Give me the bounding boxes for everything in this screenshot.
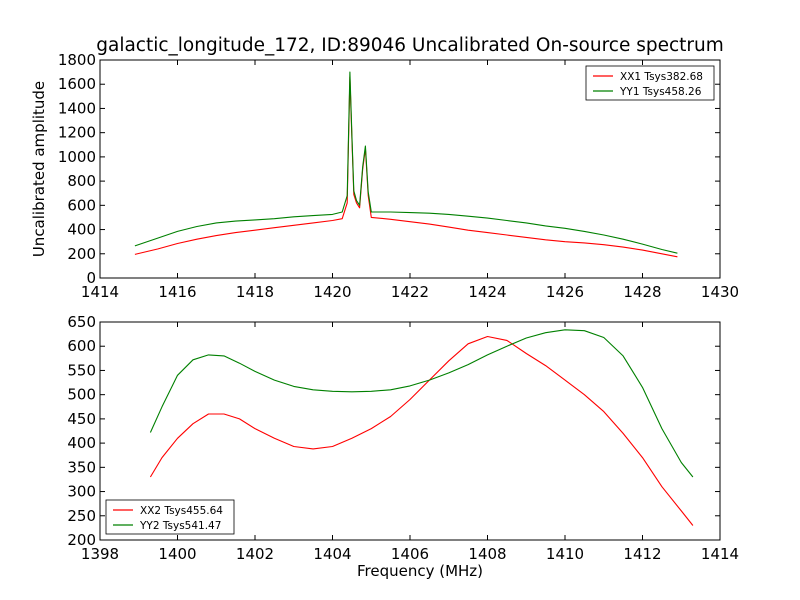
y-tick-label: 800 bbox=[67, 172, 96, 190]
series-line-2 bbox=[149, 329, 694, 478]
y-tick-label: 600 bbox=[67, 196, 96, 214]
x-tick-label: 1420 bbox=[313, 283, 351, 301]
x-tick-label: 1430 bbox=[701, 283, 739, 301]
y-tick-label: 500 bbox=[67, 386, 96, 404]
series-line-1 bbox=[134, 76, 678, 258]
y-tick-label: 400 bbox=[67, 221, 96, 239]
x-tick-label: 1414 bbox=[81, 283, 119, 301]
x-tick-label: 1416 bbox=[158, 283, 196, 301]
x-tick-label: 1406 bbox=[391, 545, 429, 563]
y-tick-label: 1400 bbox=[58, 99, 96, 117]
y-tick-label: 450 bbox=[67, 410, 96, 428]
x-tick-label: 1410 bbox=[546, 545, 584, 563]
x-tick-label: 1418 bbox=[236, 283, 274, 301]
y-tick-label: 1600 bbox=[58, 75, 96, 93]
legend-label: YY1 Tsys458.26 bbox=[619, 86, 702, 98]
y-tick-label: 1200 bbox=[58, 124, 96, 142]
y-tick-label: 1000 bbox=[58, 148, 96, 166]
legend-label: YY2 Tsys541.47 bbox=[139, 520, 221, 532]
x-tick-label: 1426 bbox=[546, 283, 584, 301]
x-tick-label: 1398 bbox=[81, 545, 119, 563]
y-tick-label: 650 bbox=[67, 313, 96, 331]
y-tick-label: 200 bbox=[67, 245, 96, 263]
chart-title: galactic_longitude_172, ID:89046 Uncalib… bbox=[96, 35, 724, 56]
x-tick-label: 1424 bbox=[468, 283, 506, 301]
legend-label: XX2 Tsys455.64 bbox=[140, 505, 223, 517]
x-tick-label: 1400 bbox=[158, 545, 196, 563]
top-plot: 1414 1416 1418 1420 1422 1424 1426 1428 1430 0 200… bbox=[30, 51, 739, 301]
legend-box bbox=[105, 499, 235, 535]
y-tick-label: 250 bbox=[67, 507, 96, 525]
legend-box bbox=[585, 65, 715, 101]
bottom-plot: 1398 1400 1402 1404 1406 1408 1410 1412 1414 200 2… bbox=[67, 313, 739, 580]
legend-label: XX1 Tsys382.68 bbox=[620, 71, 703, 83]
x-tick-label: 1412 bbox=[623, 545, 661, 563]
y-tick-label: 400 bbox=[67, 434, 96, 452]
x-tick-label: 1422 bbox=[391, 283, 429, 301]
series-line-1 bbox=[149, 335, 694, 526]
x-tick-label: 1404 bbox=[313, 545, 351, 563]
y-tick-label: 300 bbox=[67, 483, 96, 501]
x-tick-label: 1428 bbox=[623, 283, 661, 301]
y-tick-label: 350 bbox=[67, 458, 96, 476]
y-tick-label: 0 bbox=[86, 269, 96, 287]
y-tick-label: 200 bbox=[67, 531, 96, 549]
x-axis-label: Frequency (MHz) bbox=[357, 562, 483, 580]
x-tick-label: 1414 bbox=[701, 545, 739, 563]
x-tick-label: 1402 bbox=[236, 545, 274, 563]
x-tick-label: 1408 bbox=[468, 545, 506, 563]
y-tick-label: 600 bbox=[67, 337, 96, 355]
series-line-2 bbox=[134, 71, 678, 254]
y-tick-label: 550 bbox=[67, 361, 96, 379]
y-axis-label: Uncalibrated amplitude bbox=[30, 81, 48, 257]
y-tick-label: 1800 bbox=[58, 51, 96, 69]
